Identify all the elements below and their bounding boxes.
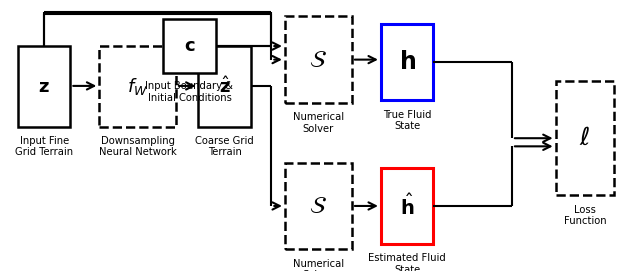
Text: $\ell$: $\ell$ xyxy=(579,126,591,150)
FancyBboxPatch shape xyxy=(285,16,352,103)
Text: Input Boundary &
Initial Conditions: Input Boundary & Initial Conditions xyxy=(145,81,234,103)
Text: Coarse Grid
Terrain: Coarse Grid Terrain xyxy=(195,136,254,157)
FancyBboxPatch shape xyxy=(99,46,176,127)
FancyBboxPatch shape xyxy=(556,81,614,195)
Text: $f_W$: $f_W$ xyxy=(127,76,148,97)
Text: $\hat{\mathbf{h}}$: $\hat{\mathbf{h}}$ xyxy=(400,193,414,219)
Text: Loss
Function: Loss Function xyxy=(564,205,606,226)
FancyBboxPatch shape xyxy=(18,46,70,127)
FancyBboxPatch shape xyxy=(285,163,352,249)
Text: True Fluid
State: True Fluid State xyxy=(383,110,431,131)
Text: Numerical
Solver: Numerical Solver xyxy=(293,112,344,134)
Text: $\mathbf{c}$: $\mathbf{c}$ xyxy=(184,37,195,55)
Text: $\mathcal{S}$: $\mathcal{S}$ xyxy=(310,194,327,218)
Text: $\mathbf{z}$: $\mathbf{z}$ xyxy=(38,78,50,96)
FancyBboxPatch shape xyxy=(381,24,433,100)
Text: $\hat{\mathbf{z}}$: $\hat{\mathbf{z}}$ xyxy=(219,76,230,97)
Text: $\mathcal{S}$: $\mathcal{S}$ xyxy=(310,48,327,72)
Text: Numerical
Solver: Numerical Solver xyxy=(293,259,344,271)
Text: Downsampling
Neural Network: Downsampling Neural Network xyxy=(99,136,177,157)
FancyBboxPatch shape xyxy=(198,46,251,127)
FancyBboxPatch shape xyxy=(381,168,433,244)
Text: $\mathbf{h}$: $\mathbf{h}$ xyxy=(399,50,415,74)
Text: Input Fine
Grid Terrain: Input Fine Grid Terrain xyxy=(15,136,73,157)
FancyBboxPatch shape xyxy=(163,19,216,73)
Text: Estimated Fluid
State: Estimated Fluid State xyxy=(368,253,446,271)
